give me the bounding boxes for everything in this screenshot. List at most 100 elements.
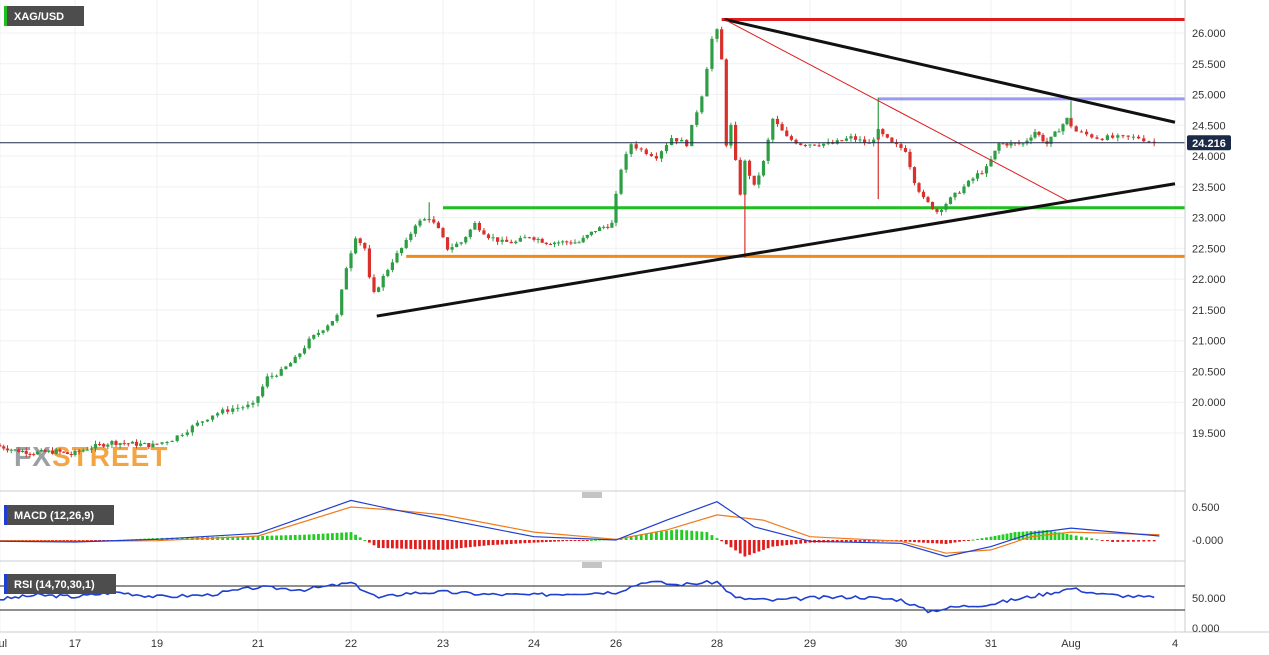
macd-histogram-bar xyxy=(496,540,499,545)
candle-body xyxy=(557,242,561,244)
time-tick-label: 31 xyxy=(985,638,997,650)
current-price-badge xyxy=(1187,135,1231,151)
candle-body xyxy=(619,169,623,194)
candle-body xyxy=(468,229,472,238)
rsi-line xyxy=(0,579,1155,614)
macd-histogram-bar xyxy=(690,530,694,540)
support-resistance-levels xyxy=(406,17,1185,258)
candle-body xyxy=(840,140,844,142)
candle-body xyxy=(757,175,761,185)
candle-body xyxy=(436,222,440,229)
macd-title: MACD (12,26,9) xyxy=(14,510,94,522)
candle-body xyxy=(165,442,169,444)
candle-body xyxy=(505,239,509,242)
macd-histogram-bar xyxy=(335,532,339,540)
candle-body xyxy=(73,450,77,455)
candle-body xyxy=(634,144,638,149)
macd-histogram-bar xyxy=(446,540,449,550)
macd-histogram-bar xyxy=(307,534,311,540)
rsi-pane: 50.000 0.000 xyxy=(0,579,1226,635)
candle-body xyxy=(971,178,975,181)
candle-body xyxy=(349,253,353,269)
candle-body xyxy=(606,226,610,228)
candle-body xyxy=(614,193,618,223)
candle-body xyxy=(644,149,648,154)
macd-histogram-bar xyxy=(303,534,306,540)
macd-histogram-bar xyxy=(724,540,728,545)
candle-body xyxy=(85,449,89,451)
macd-histogram-bar xyxy=(624,536,628,540)
candle-body xyxy=(441,228,445,238)
candle-body xyxy=(948,197,953,204)
candle-body xyxy=(1116,135,1120,138)
macd-histogram-bar xyxy=(577,540,581,541)
candle-body xyxy=(1105,135,1109,140)
candle-body xyxy=(106,444,110,447)
candle-body xyxy=(316,332,321,335)
pane-resize-handle-rsi[interactable] xyxy=(582,562,602,568)
watermark-street: STREET xyxy=(52,441,168,472)
candle-body xyxy=(921,191,926,198)
candle-body xyxy=(236,407,240,409)
candle-body xyxy=(536,238,540,240)
macd-histogram-bar xyxy=(598,539,601,541)
macd-histogram-bar xyxy=(256,536,260,540)
candle-body xyxy=(293,356,297,364)
time-tick-label: Aug xyxy=(1061,638,1081,650)
macd-histogram-bar xyxy=(748,540,751,555)
macd-histogram-bar xyxy=(738,540,742,554)
candle-body xyxy=(957,192,962,194)
candle-body xyxy=(110,441,114,445)
candle-body xyxy=(669,138,674,146)
candle-body xyxy=(473,222,477,230)
candle-body xyxy=(221,409,225,414)
candle-body xyxy=(780,124,784,131)
macd-histogram-bar xyxy=(478,540,481,547)
macd-histogram-bar xyxy=(803,540,807,544)
candle-body xyxy=(984,166,989,174)
macd-histogram-bar xyxy=(790,540,793,545)
macd-histogram-bar xyxy=(270,535,274,540)
macd-histogram-bar xyxy=(655,532,658,540)
macd-histogram-bar xyxy=(590,539,593,541)
macd-histogram-bar xyxy=(565,540,569,542)
candle-body xyxy=(24,450,28,454)
macd-histogram-bar xyxy=(1029,531,1033,540)
macd-histogram-bar xyxy=(528,540,531,543)
candle-body xyxy=(491,237,495,239)
time-tick-label: 19 xyxy=(151,638,163,650)
macd-histogram-bar xyxy=(649,532,653,540)
candle-body xyxy=(1061,124,1065,132)
candle-body xyxy=(785,130,789,137)
macd-histogram-bar xyxy=(743,540,747,557)
macd-histogram-bar xyxy=(794,540,798,545)
macd-histogram-bar xyxy=(710,535,714,540)
macd-histogram-bar xyxy=(455,540,459,549)
price-tick-label: 25.500 xyxy=(1192,59,1226,71)
macd-histogram-bar xyxy=(1065,533,1069,540)
macd-histogram-bar xyxy=(799,540,803,544)
candle-body xyxy=(93,444,98,449)
macd-histogram-bar xyxy=(644,533,648,540)
macd-histogram-bar xyxy=(752,540,756,554)
macd-histogram-bar xyxy=(468,540,472,548)
pane-resize-handle-macd[interactable] xyxy=(582,492,602,498)
candle-body xyxy=(710,38,714,69)
candle-body xyxy=(803,145,807,147)
candle-body xyxy=(170,440,174,443)
candle-body xyxy=(639,148,643,150)
candle-body xyxy=(659,151,664,159)
candle-body xyxy=(39,449,43,452)
macd-histogram-bar xyxy=(908,540,912,542)
candle-body xyxy=(724,59,728,146)
candle-body xyxy=(450,247,454,250)
candle-body xyxy=(903,148,908,152)
macd-histogram-bar xyxy=(395,540,399,549)
macd-histogram-bar xyxy=(1121,540,1125,542)
candle-body xyxy=(853,136,858,140)
macd-histogram-bar xyxy=(867,540,871,542)
candle-body xyxy=(432,219,436,223)
candle-body xyxy=(552,242,557,245)
candle-body xyxy=(226,409,230,412)
macd-histogram-bar xyxy=(729,540,733,548)
